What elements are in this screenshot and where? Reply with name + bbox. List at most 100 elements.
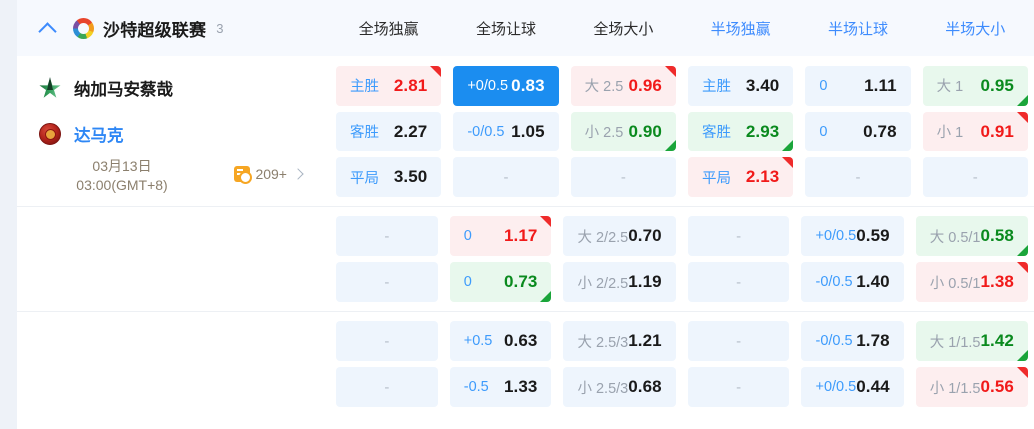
- odds-label: +0/0.5: [467, 77, 509, 94]
- odds-col-half-handicap-alt: +0/0.5 0.59 -0/0.5 1.40: [795, 216, 909, 302]
- odds-label: 0: [463, 228, 472, 244]
- odds-label: 0: [819, 123, 828, 140]
- odds-cell[interactable]: 主胜 2.81: [336, 66, 442, 106]
- odds-cell[interactable]: 小 2.5 0.90: [570, 111, 676, 152]
- odds-cell[interactable]: 小 1/1.5 0.56: [915, 367, 1028, 407]
- odds-value: 0.96: [628, 75, 662, 95]
- away-team-name: 达马克: [74, 127, 124, 145]
- empty-dash: -: [972, 168, 978, 186]
- odds-label: 小 2.5: [584, 125, 624, 141]
- odds-label: 小 2.5/3: [577, 380, 629, 397]
- league-match-count: 3: [216, 20, 224, 36]
- odds-cell[interactable]: 小 2/2.5 1.19: [563, 262, 676, 302]
- chevron-up-icon[interactable]: [37, 17, 59, 39]
- odds-cell[interactable]: 大 2.5 0.96: [570, 66, 676, 106]
- odds-cell[interactable]: -0/0.5 1.05: [453, 111, 559, 152]
- odds-label: 小 2/2.5: [577, 275, 629, 292]
- empty-dash: -: [736, 273, 742, 291]
- odds-value: 0.90: [628, 121, 662, 141]
- odds-value: 1.42: [980, 331, 1014, 350]
- odds-cell[interactable]: 大 1/1.5 1.42: [915, 321, 1028, 361]
- trend-down-icon: [1016, 94, 1028, 106]
- empty-dash: -: [736, 332, 742, 350]
- odds-label: 平局: [350, 170, 379, 187]
- trend-up-icon: [1016, 367, 1028, 378]
- odds-cell-selected[interactable]: +0/0.5 0.83: [453, 66, 559, 106]
- odds-cell[interactable]: 0 0.73: [449, 262, 552, 302]
- odds-cell-empty: -: [570, 157, 676, 198]
- odds-cell[interactable]: 小 0.5/1 1.38: [915, 262, 1028, 302]
- empty-dash: -: [503, 168, 509, 186]
- odds-value: 0.73: [503, 272, 538, 291]
- odds-cell[interactable]: +0/0.5 0.59: [801, 216, 904, 256]
- match-stats-link[interactable]: 209+: [234, 166, 304, 184]
- odds-label: 大 1/1.5: [929, 334, 981, 351]
- odds-col-full-handicap-alt2: +0.5 0.63 -0.5 1.33: [444, 321, 558, 409]
- odds-cell[interactable]: 平局 2.13: [687, 157, 794, 198]
- odds-value: 0.91: [980, 121, 1014, 141]
- odds-cell[interactable]: +0.5 0.63: [449, 321, 552, 361]
- odds-col-half-1x2-alt: - -: [682, 216, 796, 302]
- empty-dash: -: [620, 168, 626, 186]
- odds-cell[interactable]: 大 1 0.95: [922, 66, 1028, 106]
- odds-value: 0.68: [628, 377, 662, 396]
- match-time: 03:00(GMT+8): [76, 177, 168, 193]
- empty-dash: -: [736, 378, 742, 396]
- odds-cell-empty: -: [805, 157, 911, 198]
- odds-cell[interactable]: 0 1.11: [805, 66, 911, 106]
- odds-value: 1.05: [511, 121, 545, 141]
- column-header-half-1x2[interactable]: 半场独赢: [710, 20, 771, 38]
- odds-label: 小 1: [936, 125, 964, 141]
- column-header-full-handicap[interactable]: 全场让球: [475, 20, 536, 38]
- odds-value: 0.95: [980, 75, 1014, 95]
- odds-cell[interactable]: 小 1 0.91: [922, 111, 1028, 152]
- column-header-half-handicap[interactable]: 半场让球: [827, 20, 888, 38]
- odds-value: 0.58: [980, 226, 1014, 245]
- league-header-left: 沙特超级联赛 3: [17, 16, 330, 41]
- odds-label: 平局: [701, 170, 731, 187]
- odds-cell[interactable]: 大 0.5/1 0.58: [915, 216, 1028, 256]
- match-info-spacer: [17, 207, 330, 311]
- odds-cell[interactable]: 0 0.78: [805, 111, 911, 152]
- odds-cell[interactable]: 客胜 2.27: [336, 111, 442, 152]
- odds-col-full-handicap: +0/0.5 0.83 -0/0.5 1.05 -: [447, 66, 564, 198]
- odds-cell-empty: -: [687, 367, 790, 407]
- odds-label: 0: [463, 274, 472, 290]
- odds-col-full-ou-alt2: 大 2.5/3 1.21 小 2.5/3 0.68: [557, 321, 681, 409]
- odds-columns-primary: 主胜 2.81 客胜 2.27 平局 3.50 +0/0.5 0.83 -0/0.5 1.…: [330, 57, 1034, 206]
- odds-cell-empty: -: [453, 157, 559, 198]
- odds-cell[interactable]: 大 2.5/3 1.21: [563, 321, 676, 361]
- odds-cell[interactable]: 平局 3.50: [336, 157, 442, 198]
- empty-dash: -: [384, 273, 390, 291]
- odds-col-full-1x2-alt2: - -: [330, 321, 444, 409]
- odds-cell[interactable]: -0/0.5 1.78: [801, 321, 904, 361]
- odds-cell[interactable]: 大 2/2.5 0.70: [563, 216, 676, 256]
- odds-label: 0: [819, 77, 828, 94]
- odds-cell[interactable]: 0 1.17: [449, 216, 552, 256]
- odds-cell[interactable]: 小 2.5/3 0.68: [563, 367, 676, 407]
- column-header-half-ou[interactable]: 半场大小: [945, 20, 1006, 38]
- home-team[interactable]: 纳加马安蔡哉: [39, 69, 320, 107]
- odds-value: 0.83: [511, 75, 545, 95]
- odds-value: 0.44: [856, 377, 890, 396]
- trend-down-icon: [540, 291, 552, 302]
- odds-value: 1.11: [864, 75, 897, 95]
- odds-col-full-ou-alt: 大 2/2.5 0.70 小 2/2.5 1.19: [557, 216, 681, 302]
- odds-value: 1.40: [856, 272, 890, 291]
- odds-cell[interactable]: +0/0.5 0.44: [801, 367, 904, 407]
- odds-cell[interactable]: -0.5 1.33: [449, 367, 552, 407]
- odds-label: 客胜: [701, 125, 731, 141]
- away-team[interactable]: 达马克: [39, 115, 320, 153]
- odds-cell-empty: -: [687, 216, 790, 256]
- odds-cell[interactable]: 主胜 3.40: [687, 66, 794, 106]
- column-header-full-ou[interactable]: 全场大小: [593, 20, 654, 38]
- odds-value: 0.56: [980, 377, 1014, 396]
- odds-cell[interactable]: -0/0.5 1.40: [801, 262, 904, 302]
- odds-col-half-1x2-alt2: - -: [682, 321, 796, 409]
- odds-value: 2.93: [745, 121, 780, 141]
- odds-label: 小 1/1.5: [929, 380, 981, 397]
- odds-value: 2.13: [745, 167, 780, 187]
- match-row-tertiary: - - +0.5 0.63 -0.5 1.33 大 2.5/3 1.21 小 2.5/…: [17, 312, 1034, 418]
- column-header-full-1x2[interactable]: 全场独赢: [358, 20, 419, 38]
- odds-cell[interactable]: 客胜 2.93: [687, 111, 794, 152]
